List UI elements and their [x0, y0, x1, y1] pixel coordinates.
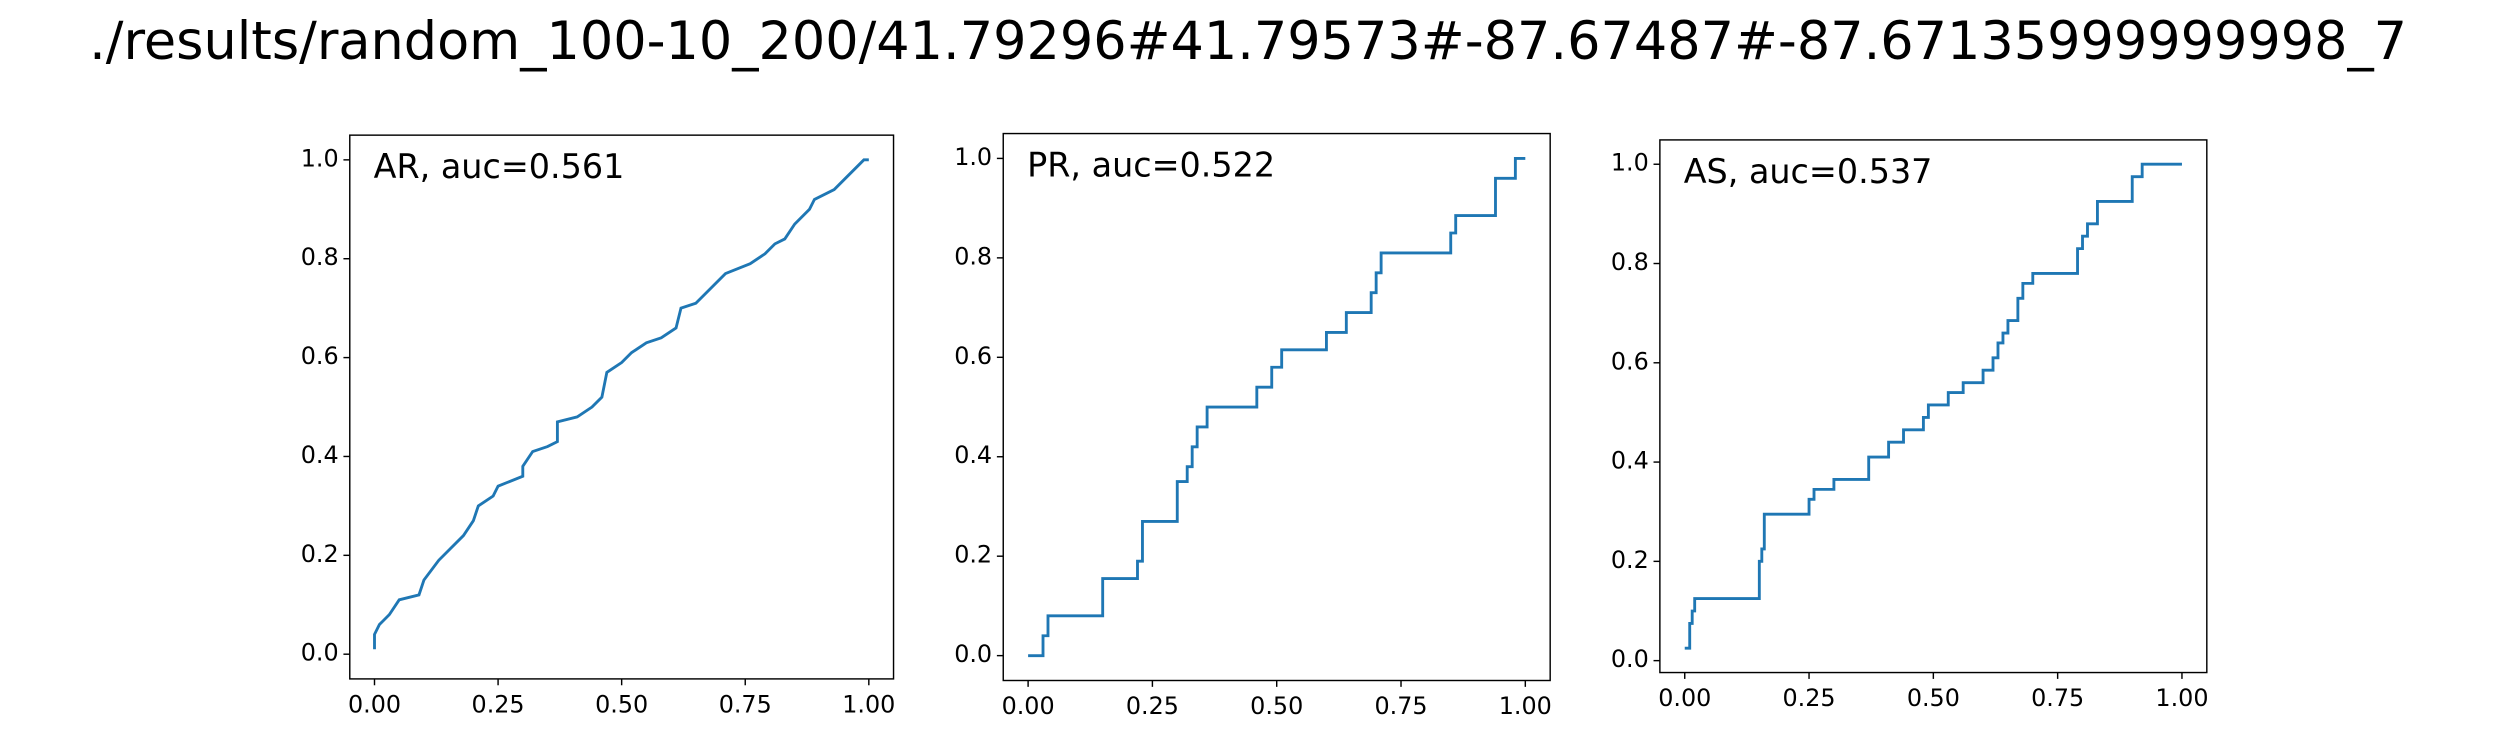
y-tick-label: 0.6: [954, 342, 992, 370]
y-tick-label: 0.4: [954, 441, 992, 469]
axes-frame: [1002, 132, 1551, 682]
x-tick-label: 1.00: [842, 690, 895, 718]
y-tick-label: 0.4: [301, 441, 339, 469]
roc-curve: [1028, 156, 1526, 658]
x-tick-label: 0.00: [1002, 692, 1055, 720]
x-tick-label: 0.50: [1907, 684, 1960, 712]
x-tick-label: 0.75: [1374, 692, 1427, 720]
figure-title: ./results/random_100-10_200/41.79296#41.…: [89, 11, 2407, 72]
x-tick-label: 0.50: [1250, 692, 1303, 720]
x-tick-label: 0.25: [1783, 684, 1836, 712]
axes-frame: [349, 134, 895, 680]
y-tick-label: 0.4: [1611, 447, 1649, 475]
y-tick-label: 0.0: [1611, 645, 1649, 673]
y-tick-label: 1.0: [1611, 149, 1649, 177]
annotation: AS, auc=0.537: [1684, 152, 1933, 191]
x-tick-label: 0.75: [719, 690, 772, 718]
y-tick-label: 0.8: [301, 243, 339, 271]
y-tick-label: 1.0: [301, 144, 339, 172]
annotation: PR, auc=0.522: [1027, 145, 1275, 184]
y-tick-label: 0.0: [954, 640, 992, 668]
roc-curve: [1684, 162, 2182, 650]
x-tick-label: 0.25: [1126, 692, 1179, 720]
x-tick-label: 1.00: [2155, 684, 2208, 712]
y-tick-label: 0.6: [1611, 347, 1649, 375]
x-tick-label: 0.25: [472, 690, 525, 718]
y-tick-label: 1.0: [954, 143, 992, 171]
y-tick-label: 0.2: [301, 540, 339, 568]
roc-curve: [373, 158, 869, 650]
y-tick-label: 0.2: [1611, 546, 1649, 574]
y-tick-label: 0.8: [1611, 248, 1649, 276]
x-tick-label: 0.50: [595, 690, 648, 718]
annotation: AR, auc=0.561: [374, 147, 625, 186]
y-tick-label: 0.2: [954, 541, 992, 569]
y-tick-label: 0.6: [301, 342, 339, 370]
x-tick-label: 1.00: [1499, 692, 1552, 720]
axes-frame: [1659, 139, 2208, 674]
x-tick-label: 0.00: [1658, 684, 1711, 712]
x-tick-label: 0.00: [348, 690, 401, 718]
y-tick-label: 0.8: [954, 242, 992, 270]
x-tick-label: 0.75: [2031, 684, 2084, 712]
y-tick-label: 0.0: [301, 639, 339, 667]
